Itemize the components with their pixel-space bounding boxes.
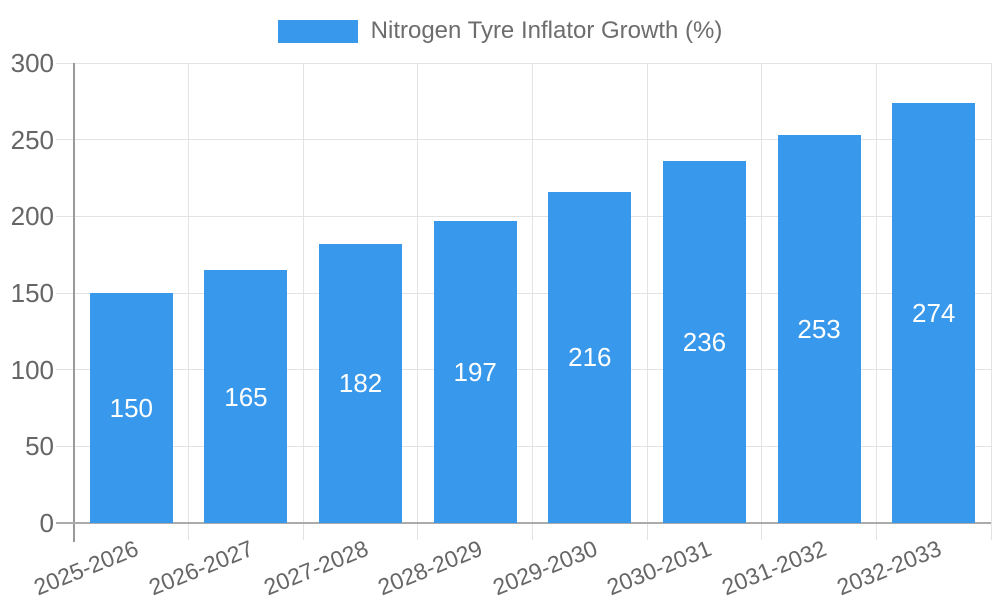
y-gridline: [56, 215, 991, 217]
bar: [319, 243, 403, 523]
x-axis-tick-label: 2031-2032: [718, 534, 830, 600]
x-gridline: [875, 63, 877, 540]
bar: [777, 135, 861, 523]
bar-value-label: 236: [682, 327, 727, 358]
bar-value-label: 274: [911, 297, 956, 328]
legend-label: Nitrogen Tyre Inflator Growth (%): [370, 17, 723, 44]
bar-value-label: 197: [453, 356, 497, 387]
y-gridline: [56, 139, 991, 141]
y-gridline: [56, 445, 991, 447]
x-axis-tick-label: 2026-2027: [145, 534, 257, 600]
bar: [89, 293, 173, 523]
y-axis-tick-label: 300: [10, 48, 54, 78]
y-gridline: [56, 62, 991, 64]
x-axis-tick-label: 2028-2029: [374, 534, 487, 600]
x-gridline: [188, 63, 190, 540]
bar: [662, 161, 746, 523]
y-axis-tick-label: 0: [39, 508, 54, 538]
bar-value-label: 253: [797, 314, 841, 345]
y-axis-tick-label: 50: [25, 431, 54, 462]
bar: [548, 191, 632, 523]
x-gridline: [646, 63, 648, 540]
bar: [892, 102, 976, 523]
x-axis-line: [56, 522, 991, 524]
x-gridline: [302, 63, 304, 540]
x-axis-tick-label: 2025-2026: [30, 534, 143, 600]
x-gridline: [532, 63, 533, 540]
x-gridline: [761, 63, 763, 540]
x-axis-tick-label: 2032-2033: [832, 534, 945, 600]
y-gridline: [56, 292, 991, 294]
y-axis-tick-label: 150: [10, 278, 54, 308]
x-gridline: [417, 63, 419, 540]
bar: [204, 270, 288, 523]
bar-value-label: 182: [338, 368, 383, 399]
chart-legend[interactable]: Nitrogen Tyre Inflator Growth (%): [0, 17, 1000, 45]
x-axis-tick-label: 2029-2030: [488, 534, 601, 600]
y-axis-tick-label: 250: [10, 124, 54, 155]
x-axis-tick-label: 2027-2028: [259, 534, 372, 600]
bar-value-label: 150: [109, 393, 153, 423]
bar: [433, 220, 517, 523]
y-gridline: [56, 369, 991, 371]
bar-value-label: 165: [224, 381, 268, 412]
y-axis-tick-label: 200: [10, 201, 54, 232]
y-axis-line: [73, 63, 75, 542]
x-gridline: [990, 63, 992, 540]
x-axis-tick-label: 2030-2031: [603, 534, 716, 600]
bar-value-label: 216: [568, 342, 612, 373]
y-axis-tick-label: 100: [10, 354, 54, 385]
legend-swatch: [277, 19, 358, 43]
